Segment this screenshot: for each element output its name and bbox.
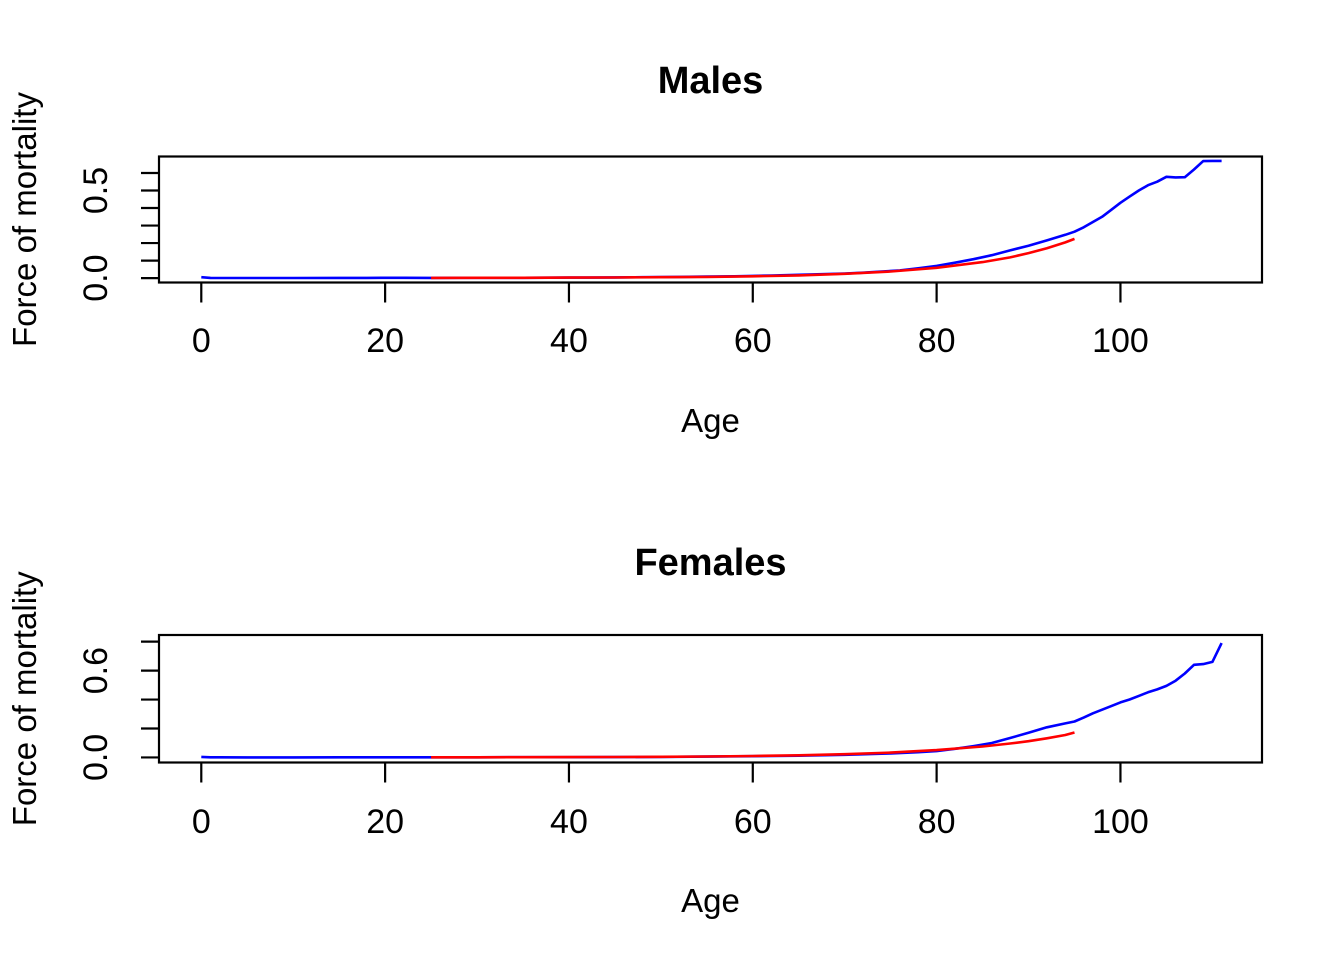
y-tick-label: 0.6: [77, 647, 115, 694]
x-tick-label: 0: [192, 803, 211, 841]
plot-box: [157, 633, 1264, 764]
fitted-line: [431, 237, 1075, 280]
females-plot-area: 0 20 40 60 80 100 0.0 0.6: [77, 633, 1264, 841]
x-axis-label-males: Age: [681, 402, 740, 439]
y-tick-label: 0.5: [77, 167, 115, 214]
x-tick-label: 100: [1092, 322, 1149, 360]
x-tick-label: 100: [1092, 803, 1149, 841]
x-tick-label: 60: [734, 803, 772, 841]
males-plot-area: 0 20 40 60 80 100 0.0 0.5: [77, 155, 1264, 360]
x-tick-label: 60: [734, 322, 772, 360]
x-tick-label: 0: [192, 322, 211, 360]
x-tick-label: 80: [918, 803, 956, 841]
x-tick-label: 20: [366, 322, 404, 360]
y-axis-label-females: Force of mortality: [6, 571, 43, 826]
x-tick-label: 20: [366, 803, 404, 841]
y-axis-label-males: Force of mortality: [6, 92, 43, 347]
males-panel: Males Force of mortality Age 0 20 40 60 80 10…: [6, 60, 1264, 439]
panel-title-females: Females: [634, 542, 786, 584]
x-tick-label: 40: [550, 322, 588, 360]
plot-box: [157, 155, 1264, 284]
fitted-line: [431, 731, 1075, 759]
x-axis-label-females: Age: [681, 882, 740, 919]
x-tick-label: 40: [550, 803, 588, 841]
observed-line: [201, 642, 1223, 759]
x-tick-label: 80: [918, 322, 956, 360]
y-tick-label: 0.0: [77, 734, 115, 781]
females-panel: Females Force of mortality Age 0 20 40 60 80…: [6, 542, 1264, 919]
panel-title-males: Males: [658, 60, 764, 102]
observed-line: [201, 159, 1222, 280]
y-tick-label: 0.0: [77, 254, 115, 301]
